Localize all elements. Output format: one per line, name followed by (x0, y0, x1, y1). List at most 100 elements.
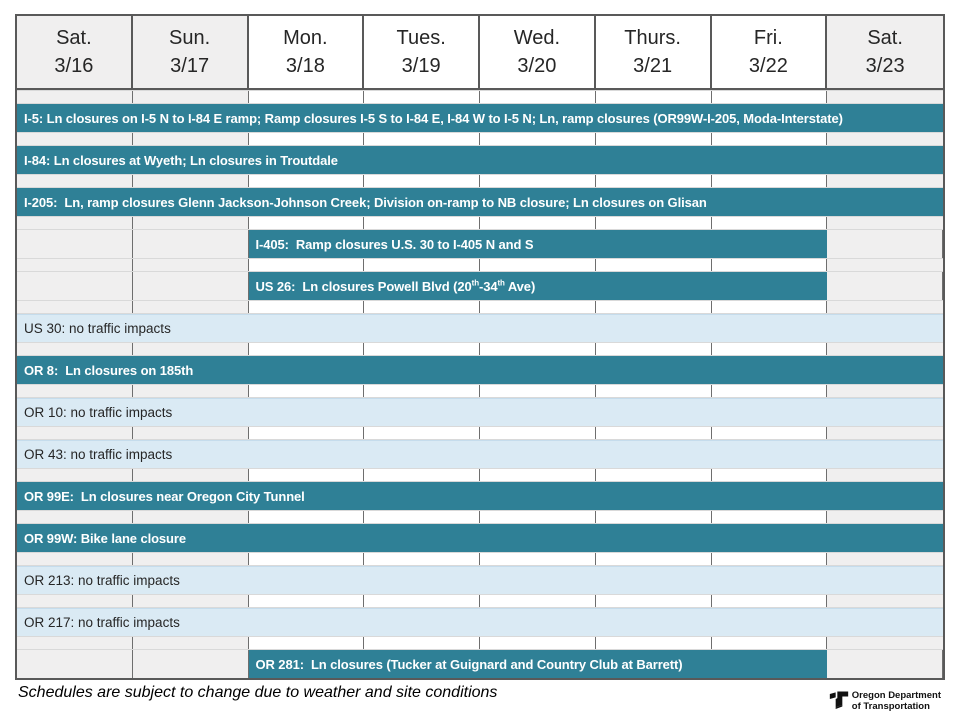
grid-cell (595, 259, 712, 271)
grid-cell (364, 259, 480, 271)
grid-cell (595, 427, 712, 439)
grid-cell (595, 133, 712, 145)
schedule-row-i-84: I-84: Ln closures at Wyeth; Ln closures … (17, 146, 943, 174)
bar-label: I-405: Ramp closures U.S. 30 to I-405 N … (255, 236, 534, 252)
grid-cell (17, 259, 133, 271)
grid-cell (248, 595, 365, 607)
schedule-row-or-99w: OR 99W: Bike lane closure (17, 524, 943, 552)
odot-logo: Oregon Department of Transportation (829, 687, 941, 712)
day-name: Wed. (513, 27, 561, 49)
grid-cell (17, 650, 133, 678)
grid-cell (364, 637, 480, 649)
day-date: 3/18 (285, 55, 325, 77)
schedule-rows: I-5: Ln closures on I-5 N to I-84 E ramp… (17, 90, 943, 678)
day-header-tues-3-19: Tues. 3/19 (364, 16, 480, 88)
grid-cell (17, 133, 133, 145)
grid-cell (711, 301, 828, 313)
schedule-bar-or-99w: OR 99W: Bike lane closure (17, 524, 943, 552)
schedule-row-or-8: OR 8: Ln closures on 185th (17, 356, 943, 384)
day-name: Mon. (283, 27, 328, 49)
grid-cell (480, 217, 596, 229)
grid-cell (827, 650, 943, 678)
grid-cell (248, 511, 365, 523)
bar-label: I-205: Ln, ramp closures Glenn Jackson-J… (24, 194, 707, 210)
grid-cell (480, 595, 596, 607)
day-header-wed-3-20: Wed. 3/20 (480, 16, 596, 88)
grid-cell (480, 133, 596, 145)
bar-label: OR 99W: Bike lane closure (24, 530, 186, 546)
day-name: Fri. (753, 27, 783, 49)
grid-cell (827, 637, 943, 649)
grid-cell (711, 385, 828, 397)
schedule-row-or-99e: OR 99E: Ln closures near Oregon City Tun… (17, 482, 943, 510)
schedule-row-or-281: OR 281: Ln closures (Tucker at Guignard … (17, 650, 943, 678)
spacer-row (17, 636, 943, 650)
grid-cell (17, 385, 133, 397)
schedule-row-or-43: OR 43: no traffic impacts (17, 440, 943, 468)
odot-logo-text: Oregon Department of Transportation (852, 687, 941, 712)
grid-cell (595, 91, 712, 103)
grid-cell (480, 343, 596, 355)
grid-cell (480, 553, 596, 565)
grid-cell (827, 175, 943, 187)
spacer-row (17, 468, 943, 482)
grid-cell (711, 595, 828, 607)
grid-cell (827, 301, 943, 313)
grid-cell (248, 217, 365, 229)
schedule-bar-or-8: OR 8: Ln closures on 185th (17, 356, 943, 384)
spacer-row (17, 258, 943, 272)
day-header-sun-3-17: Sun. 3/17 (132, 16, 249, 88)
grid-cell (480, 175, 596, 187)
grid-cell (17, 427, 133, 439)
day-date: 3/23 (865, 55, 905, 77)
odot-logo-line2: of Transportation (851, 701, 930, 712)
grid-cell (17, 272, 133, 300)
schedule-bar-i-205: I-205: Ln, ramp closures Glenn Jackson-J… (17, 188, 943, 216)
day-name: Sun. (169, 27, 211, 49)
grid-cell (827, 133, 943, 145)
schedule-row-or-217: OR 217: no traffic impacts (17, 608, 943, 636)
bar-label: I-5: Ln closures on I-5 N to I-84 E ramp… (24, 110, 843, 126)
grid-cell (364, 343, 480, 355)
odot-logo-icon (829, 691, 848, 709)
grid-cell (827, 217, 943, 229)
grid-cell (595, 301, 712, 313)
day-date: 3/22 (748, 55, 788, 77)
day-date: 3/19 (401, 55, 441, 77)
schedule-bar-or-99e: OR 99E: Ln closures near Oregon City Tun… (17, 482, 943, 510)
grid-cell (711, 343, 828, 355)
header-row: Sat. 3/16 Sun. 3/17 Mon. 3/18 Tues. 3/19 Wed. 3/2… (17, 16, 943, 90)
schedule-bar-i-5: I-5: Ln closures on I-5 N to I-84 E ramp… (17, 104, 943, 132)
schedule-bar-or-213: OR 213: no traffic impacts (17, 566, 943, 594)
grid-cell (132, 385, 249, 397)
grid-cell (364, 91, 480, 103)
schedule-row-i-405: I-405: Ramp closures U.S. 30 to I-405 N … (17, 230, 943, 258)
grid-cell (480, 385, 596, 397)
schedule-row-us-30: US 30: no traffic impacts (17, 314, 943, 342)
grid-cell (364, 175, 480, 187)
grid-cell (595, 385, 712, 397)
grid-cell (132, 301, 249, 313)
grid-cell (827, 427, 943, 439)
grid-cell (595, 553, 712, 565)
day-name: Tues. (396, 27, 446, 49)
grid-cell (595, 175, 712, 187)
grid-cell (132, 511, 249, 523)
grid-cell (711, 427, 828, 439)
grid-cell (480, 469, 596, 481)
grid-cell (364, 469, 480, 481)
grid-cell (132, 469, 249, 481)
schedule-row-or-10: OR 10: no traffic impacts (17, 398, 943, 426)
spacer-row (17, 132, 943, 146)
spacer-row (17, 342, 943, 356)
schedule-row-us-26: US 26: Ln closures Powell Blvd (20th-34t… (17, 272, 943, 300)
bar-label: OR 43: no traffic impacts (24, 447, 173, 462)
day-header-sat-3-23: Sat. 3/23 (827, 16, 943, 88)
schedule-bar-or-281: OR 281: Ln closures (Tucker at Guignard … (248, 650, 828, 678)
schedule-bar-us-26: US 26: Ln closures Powell Blvd (20th-34t… (248, 272, 828, 300)
grid-cell (17, 230, 133, 258)
grid-cell (132, 637, 249, 649)
bar-label: OR 99E: Ln closures near Oregon City Tun… (24, 488, 305, 504)
grid-cell (480, 637, 596, 649)
grid-cell (17, 553, 133, 565)
